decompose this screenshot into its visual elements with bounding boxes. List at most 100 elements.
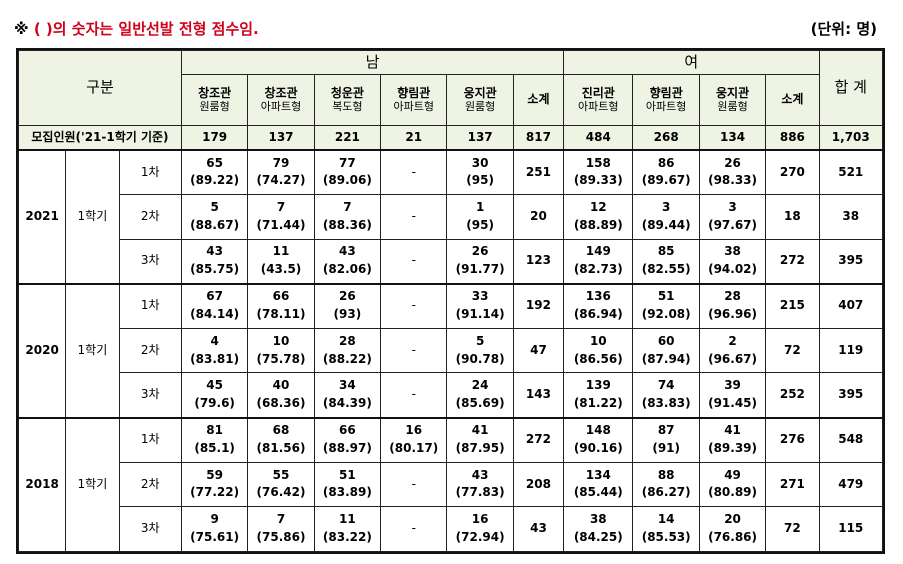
male-count-cell: 34 (84.39) — [313, 372, 382, 419]
count-value: 40 — [272, 378, 290, 393]
count-value: 5 — [210, 199, 219, 214]
male-count-cell: 16 (80.17) — [380, 416, 448, 463]
male-count-cell: - — [380, 372, 448, 419]
female-subtotal-cell: 270 — [765, 148, 820, 195]
count-value: 55 — [272, 467, 290, 482]
score-value: (43.5) — [260, 262, 302, 277]
count-value: 9 — [210, 512, 219, 527]
table-row: 3차 43 (85.75) 11 (43.5) 43 (82.06) - 26 (91.77) 12… — [19, 238, 884, 285]
count-value: 4 — [210, 333, 219, 348]
count-value: 77 — [339, 155, 356, 170]
male-count-cell: 33 (91.14) — [446, 282, 514, 329]
female-count-cell: 14 (85.53) — [632, 506, 700, 552]
count-value: 60 — [657, 333, 675, 348]
score-value: (82.06) — [322, 262, 372, 277]
male-count-cell: - — [380, 506, 448, 552]
term-cell: 1학기 — [65, 148, 120, 285]
round-cell: 1차 — [118, 282, 182, 329]
round-cell: 1차 — [118, 416, 182, 463]
male-count-cell: 7 (88.36) — [313, 193, 382, 240]
col-header-type: 아파트형 — [260, 99, 302, 113]
score-value: (81.56) — [256, 441, 306, 456]
score-value: (85.69) — [455, 395, 505, 410]
male-count-cell: 4 (83.81) — [180, 327, 249, 374]
score-value: (78.11) — [256, 307, 306, 322]
score-value: (89.39) — [708, 441, 758, 456]
male-subtotal-cell: 20 — [512, 193, 565, 240]
score-value: (88.67) — [190, 217, 240, 232]
score-value: (92.08) — [641, 307, 691, 322]
female-count-cell: 3 (97.67) — [698, 193, 767, 240]
female-col-header: 향림관 아파트형 — [632, 74, 700, 127]
female-count-cell: 134 (85.44) — [563, 461, 634, 508]
male-count-cell: 30 (95) — [446, 148, 514, 195]
col-header-name: 진리관 — [581, 85, 615, 100]
round-cell: 1차 — [118, 148, 182, 195]
count-value: 148 — [585, 423, 611, 438]
table-row: 3차 45 (79.6) 40 (68.36) 34 (84.39) - 24 (85.69) 14… — [19, 372, 884, 419]
score-value: (93) — [333, 307, 362, 322]
count-value: 10 — [589, 333, 607, 348]
score-value: (84.39) — [322, 395, 372, 410]
table-row: 2020 1학기 1차 67 (84.14) 66 (78.11) 26 (93) - 33 (91.… — [17, 282, 884, 419]
header-row-1: 구분 남 여 합 계 — [18, 49, 884, 127]
count-value: 26 — [471, 244, 489, 259]
total-cell: 119 — [818, 327, 884, 374]
male-count-cell: 59 (77.22) — [180, 461, 249, 508]
count-value: 43 — [206, 244, 223, 259]
score-value: (82.73) — [573, 262, 623, 277]
recruit-row: 모집인원('21-1학기 기준) 179 137 221 21 137 817 484 268… — [18, 125, 884, 151]
male-count-cell: - — [380, 282, 448, 329]
male-subtotal-cell: 47 — [512, 327, 565, 374]
col-header-type: 아파트형 — [645, 99, 687, 113]
female-count-cell: 86 (89.67) — [632, 148, 700, 195]
count-value: 43 — [471, 467, 489, 482]
male-count-cell: 77 (89.06) — [313, 148, 382, 195]
count-value: 88 — [657, 467, 675, 482]
male-count-cell: 43 (85.75) — [180, 238, 249, 285]
female-count-cell: 136 (86.94) — [563, 282, 634, 329]
female-count-cell: 20 (76.86) — [698, 506, 767, 552]
term-cell: 1학기 — [65, 416, 120, 552]
round-cell: 3차 — [118, 238, 182, 285]
count-value: 39 — [724, 378, 741, 393]
count-value: 3 — [728, 199, 737, 214]
male-count-cell: - — [380, 327, 448, 374]
male-count-cell: 1 (95) — [446, 193, 514, 240]
score-value: (98.33) — [708, 173, 758, 188]
recruit-label: 모집인원('21-1학기 기준) — [18, 125, 182, 151]
count-value: 24 — [471, 378, 489, 393]
year-cell: 2018 — [17, 416, 67, 552]
count-value: 7 — [276, 199, 286, 214]
male-count-cell: 43 (82.06) — [313, 238, 382, 285]
round-cell: 3차 — [118, 372, 182, 419]
count-value: 41 — [471, 423, 489, 438]
male-col-header: 청운관 복도형 — [313, 74, 382, 127]
count-value: 33 — [471, 289, 489, 304]
male-count-cell: - — [380, 238, 448, 285]
score-value: (89.67) — [641, 173, 691, 188]
recruit-value: 817 — [512, 125, 565, 151]
female-count-cell: 12 (88.89) — [563, 193, 634, 240]
recruit-value: 484 — [563, 125, 634, 151]
table-row: 3차 9 (75.61) 7 (75.86) 11 (83.22) -16 (72.94) 43 3… — [19, 506, 884, 552]
male-count-cell: 68 (81.56) — [247, 416, 315, 463]
male-subtotal-header: 소계 — [512, 74, 565, 127]
col-header-name: 웅지관 — [715, 85, 750, 100]
score-value: (85.44) — [573, 485, 623, 500]
male-count-cell: 51 (83.89) — [313, 461, 382, 508]
male-count-cell: 67 (84.14) — [180, 282, 249, 329]
female-count-cell: 87 (91) — [632, 416, 700, 463]
col-header-type: 원룸형 — [717, 99, 748, 113]
male-count-cell: 11 (43.5) — [247, 238, 315, 285]
count-value: 10 — [272, 333, 290, 348]
count-value: 66 — [272, 289, 290, 304]
count-value: 30 — [471, 155, 489, 170]
female-count-cell: 2 (96.67) — [698, 327, 767, 374]
male-count-cell: 9 (75.61) — [180, 506, 249, 552]
col-header-type: 아파트형 — [393, 99, 434, 113]
table-row: 2차 59 (77.22) 55 (76.42) 51 (83.89) - 43 (77.83) 2… — [19, 461, 884, 508]
total-cell: 521 — [818, 148, 884, 195]
female-subtotal-cell: 272 — [765, 238, 820, 285]
score-value: (91.77) — [455, 262, 505, 277]
